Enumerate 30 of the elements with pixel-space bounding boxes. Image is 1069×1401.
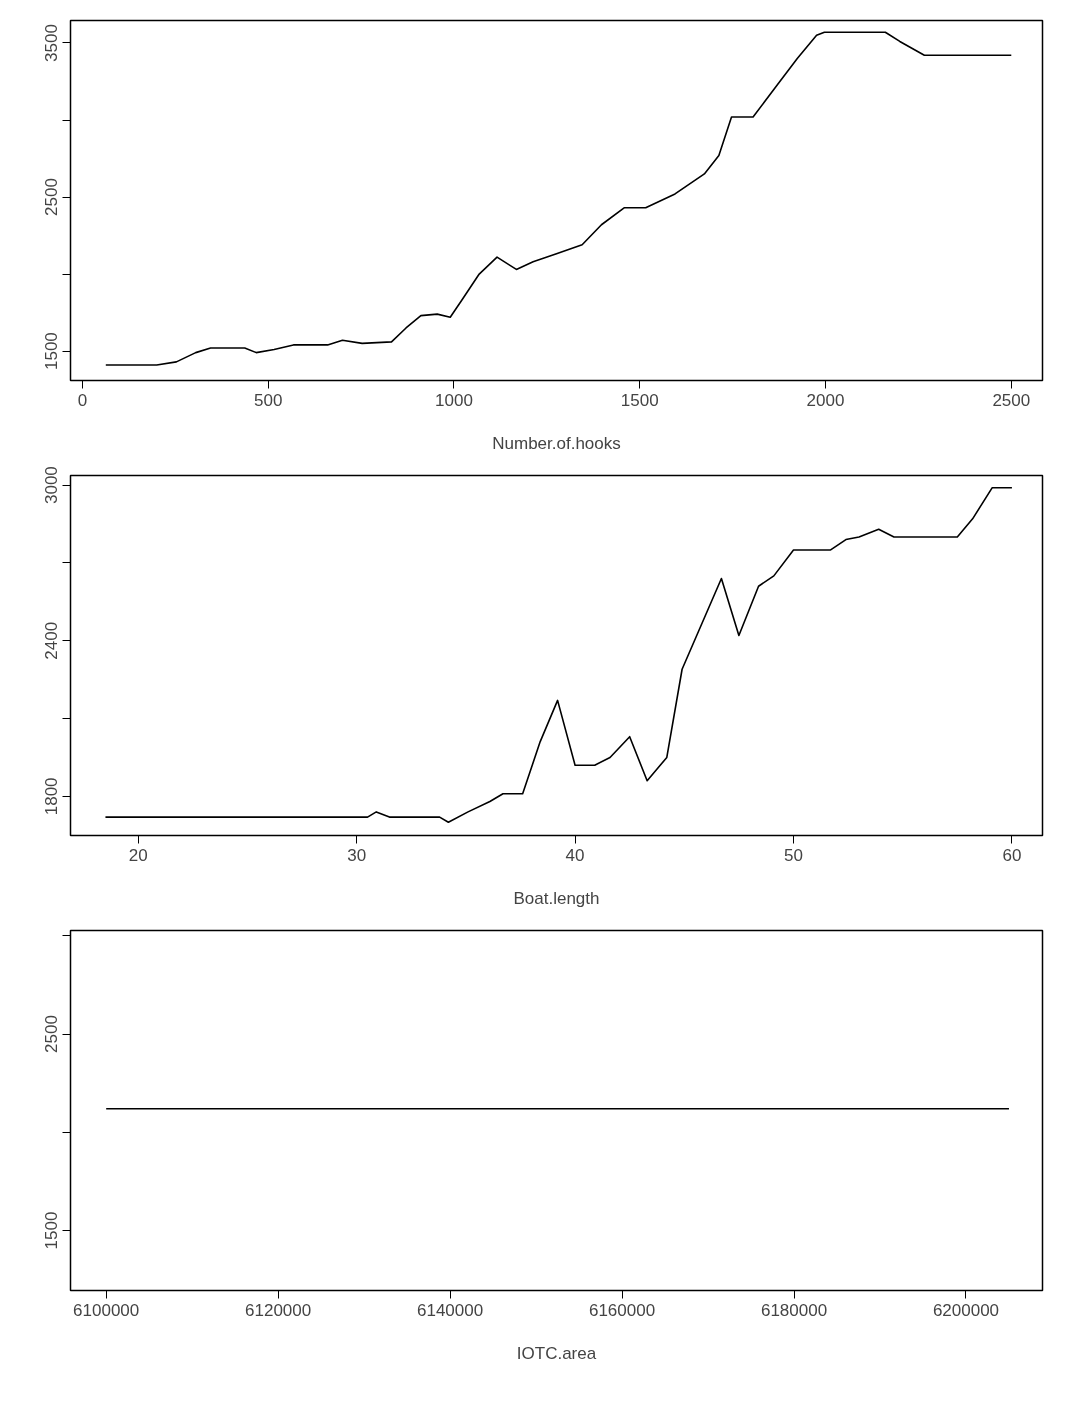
x-tick-label: 1000 (435, 390, 473, 410)
x-tick-label: 40 (565, 845, 585, 865)
y-tick-label: 1800 (42, 777, 62, 816)
x-tick-label: 6140000 (417, 1300, 484, 1320)
x-tick-label: 6200000 (932, 1300, 1000, 1320)
x-tick-label: 6120000 (245, 1300, 312, 1320)
line-series (104, 486, 1013, 824)
x-tick-label: 50 (784, 845, 803, 865)
y-tick-label: 2400 (42, 621, 62, 660)
x-axis-title: Number.of.hooks (492, 433, 621, 453)
y-tick-label: 3500 (42, 24, 62, 62)
x-axis-title: Boat.length (513, 888, 600, 908)
x-tick-label: 2500 (992, 390, 1031, 410)
x-axis-title: IOTC.area (516, 1343, 597, 1363)
x-tick-label: 1500 (620, 390, 659, 410)
x-tick-label: 6180000 (760, 1300, 828, 1320)
x-tick-label: 6100000 (73, 1300, 140, 1320)
x-tick-label: 30 (347, 845, 367, 865)
x-tick-label: 500 (253, 390, 283, 410)
x-tick-label: 60 (1002, 845, 1022, 865)
y-tick-label: 1500 (42, 1211, 62, 1250)
x-tick-label: 20 (128, 845, 148, 865)
x-tick-label: 6160000 (588, 1300, 656, 1320)
y-tick-label: 2500 (42, 178, 62, 216)
x-tick-label: 2000 (806, 390, 845, 410)
x-tick-label: 0 (77, 390, 88, 410)
y-tick-label: 3000 (42, 466, 62, 505)
y-tick-label: 2500 (42, 1015, 62, 1053)
y-tick-label: 1500 (42, 332, 62, 370)
line-series (105, 31, 1013, 366)
